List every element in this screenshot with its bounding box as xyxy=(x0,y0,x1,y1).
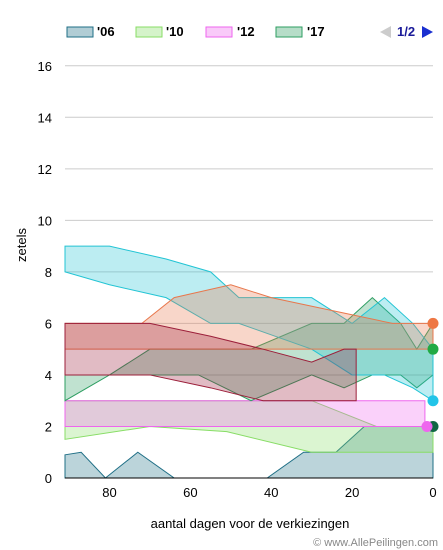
x-tick-label: 60 xyxy=(183,485,197,500)
legend-label: '06 xyxy=(97,24,115,39)
end-marker xyxy=(427,395,439,407)
legend: '06 '10 '12 '17 1/2 xyxy=(65,22,433,41)
legend-label: '17 xyxy=(307,24,325,39)
legend-label: '10 xyxy=(166,24,184,39)
legend-item-06[interactable]: '06 xyxy=(66,24,115,39)
legend-label: '12 xyxy=(237,24,255,39)
x-tick-label: 20 xyxy=(345,485,359,500)
next-page-arrow-icon[interactable] xyxy=(422,26,433,38)
end-marker xyxy=(421,420,433,432)
legend-item-17[interactable]: '17 xyxy=(275,24,325,39)
x-tick-labels: 80 60 40 20 0 xyxy=(102,485,436,500)
x-tick-label: 80 xyxy=(102,485,116,500)
y-tick-label: 10 xyxy=(38,213,52,228)
legend-item-12[interactable]: '12 xyxy=(205,24,255,39)
y-tick-label: 6 xyxy=(45,316,52,331)
end-marker xyxy=(427,317,439,329)
end-marker xyxy=(427,343,439,355)
legend-swatch xyxy=(66,26,94,38)
y-tick-label: 16 xyxy=(38,59,52,74)
y-tick-label: 12 xyxy=(38,162,52,177)
y-tick-label: 0 xyxy=(45,471,52,486)
legend-swatch xyxy=(135,26,163,38)
legend-swatch xyxy=(205,26,233,38)
x-tick-label: 40 xyxy=(264,485,278,500)
y-tick-label: 8 xyxy=(45,265,52,280)
legend-page-indicator: 1/2 xyxy=(397,24,415,39)
y-tick-label: 14 xyxy=(38,110,52,125)
y-tick-label: 2 xyxy=(45,419,52,434)
legend-item-10[interactable]: '10 xyxy=(135,24,184,39)
series-band-6 xyxy=(64,322,357,402)
x-tick-label: 0 xyxy=(429,485,436,500)
y-tick-label: 4 xyxy=(45,368,52,383)
legend-swatch xyxy=(275,26,303,38)
y-axis-title: zetels xyxy=(14,228,29,262)
credit-text: © www.AllePeilingen.com xyxy=(313,537,438,549)
x-axis-title: aantal dagen voor de verkiezingen xyxy=(151,516,350,531)
prev-page-arrow-icon[interactable] xyxy=(380,26,391,38)
series-bands xyxy=(64,245,434,479)
end-markers xyxy=(421,317,439,432)
y-tick-labels: 0 2 4 6 8 10 12 14 16 xyxy=(38,59,52,486)
series-band-2 xyxy=(64,400,426,427)
